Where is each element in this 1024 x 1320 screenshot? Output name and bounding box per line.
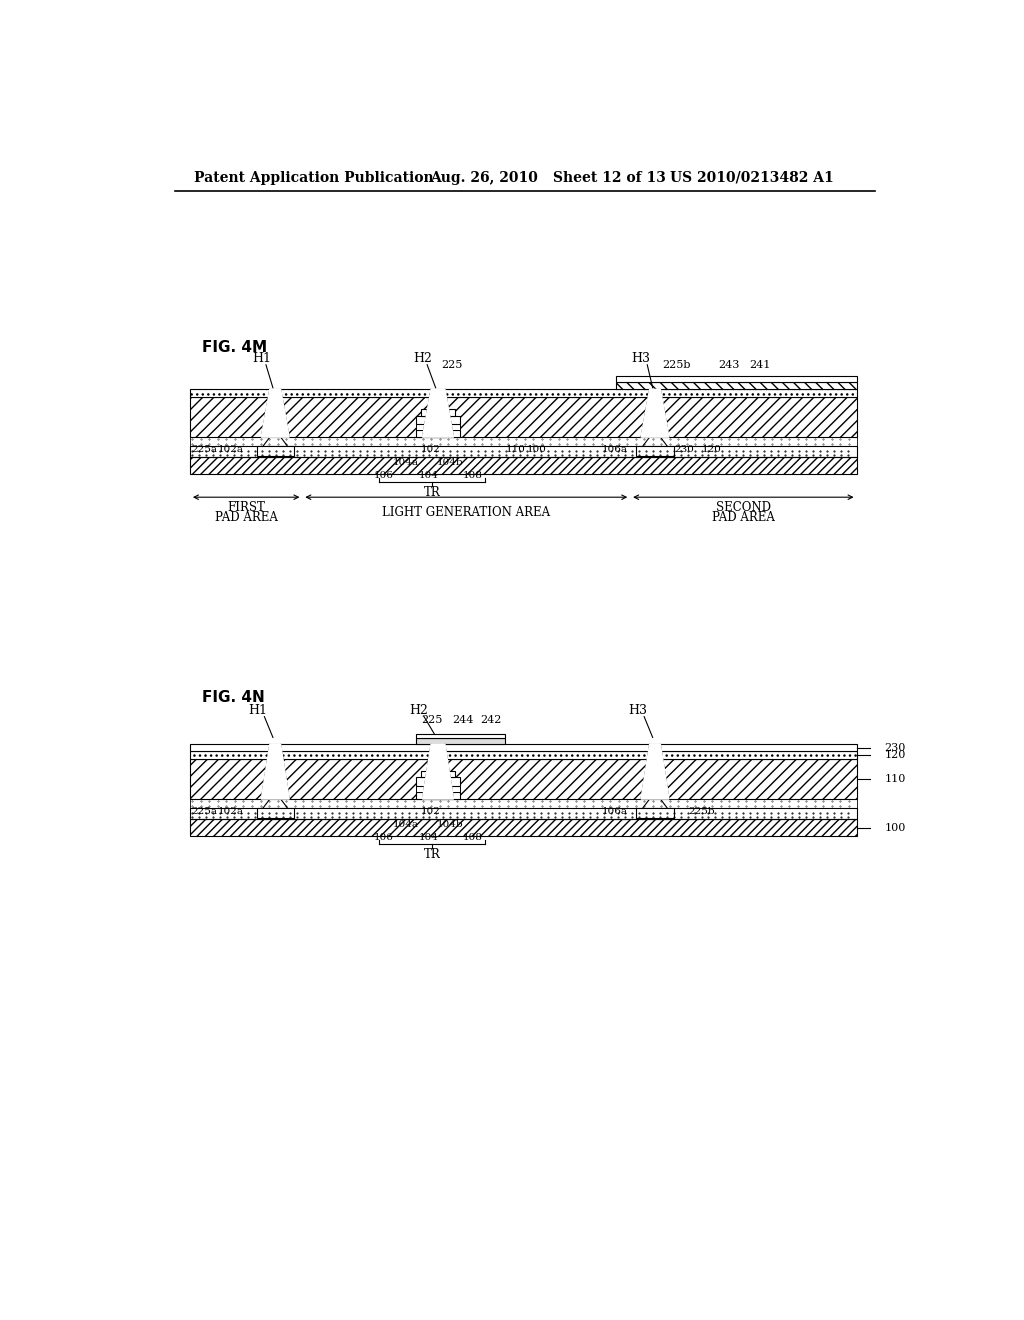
Text: TR: TR <box>424 486 440 499</box>
Text: TR: TR <box>424 847 440 861</box>
Text: H2: H2 <box>413 352 432 366</box>
Bar <box>190 397 856 437</box>
Text: Patent Application Publication: Patent Application Publication <box>194 170 433 185</box>
Bar <box>417 792 460 799</box>
Bar <box>430 792 445 799</box>
Polygon shape <box>423 389 454 437</box>
Bar <box>636 446 674 457</box>
Polygon shape <box>261 744 289 799</box>
Bar <box>417 424 460 430</box>
Text: 225a: 225a <box>190 807 217 816</box>
Bar <box>190 818 856 836</box>
Text: Sheet 12 of 13: Sheet 12 of 13 <box>553 170 666 185</box>
Bar <box>190 457 856 474</box>
Bar <box>417 777 430 785</box>
Text: 242: 242 <box>480 714 502 725</box>
Bar <box>257 446 294 457</box>
Text: FIG. 4M: FIG. 4M <box>202 339 266 355</box>
Text: FIG. 4N: FIG. 4N <box>202 690 264 705</box>
Text: 100: 100 <box>885 822 906 833</box>
Text: 104: 104 <box>419 471 438 480</box>
Text: 244: 244 <box>453 714 473 725</box>
Text: 106: 106 <box>374 471 393 480</box>
Text: LIGHT GENERATION AREA: LIGHT GENERATION AREA <box>382 506 550 519</box>
Text: 225: 225 <box>421 714 442 725</box>
Text: H2: H2 <box>410 704 428 717</box>
Bar <box>417 734 506 738</box>
Text: 104a: 104a <box>392 820 419 829</box>
Polygon shape <box>261 389 289 437</box>
Text: 106a: 106a <box>602 445 628 454</box>
Text: 104: 104 <box>419 833 438 842</box>
Bar <box>190 751 856 759</box>
Text: 102: 102 <box>420 445 440 454</box>
Bar <box>636 808 674 818</box>
Text: H1: H1 <box>252 352 270 366</box>
Bar <box>190 437 856 446</box>
Text: 106: 106 <box>374 833 393 842</box>
Bar <box>257 808 294 818</box>
Text: 100: 100 <box>527 445 547 454</box>
Bar <box>190 799 856 808</box>
Text: 104b: 104b <box>436 458 463 467</box>
Text: 110: 110 <box>506 445 525 454</box>
Bar <box>421 409 455 416</box>
Bar <box>616 376 856 381</box>
Text: US 2010/0213482 A1: US 2010/0213482 A1 <box>671 170 835 185</box>
Text: 230: 230 <box>675 445 694 454</box>
Bar <box>421 771 455 777</box>
Text: SECOND: SECOND <box>716 502 771 515</box>
Bar <box>616 381 856 389</box>
Bar <box>417 430 460 437</box>
Polygon shape <box>423 744 454 799</box>
Text: 225b: 225b <box>688 807 715 816</box>
Text: 120: 120 <box>885 750 906 760</box>
Text: PAD AREA: PAD AREA <box>215 511 278 524</box>
Polygon shape <box>641 389 669 437</box>
Bar <box>190 446 856 457</box>
Text: 106a: 106a <box>602 807 628 816</box>
Bar <box>430 430 445 437</box>
Text: 108: 108 <box>463 833 482 842</box>
Bar <box>445 416 460 424</box>
Bar <box>190 389 856 397</box>
Polygon shape <box>641 744 669 799</box>
Text: H3: H3 <box>632 352 650 366</box>
Text: Aug. 26, 2010: Aug. 26, 2010 <box>430 170 539 185</box>
Bar <box>417 738 506 744</box>
Text: 225a: 225a <box>190 445 217 454</box>
Text: 102: 102 <box>420 807 440 816</box>
Text: 225: 225 <box>441 360 463 370</box>
Text: 230: 230 <box>885 743 906 754</box>
Text: H3: H3 <box>629 704 647 717</box>
Bar <box>190 744 856 751</box>
Bar <box>190 808 856 818</box>
Text: 104b: 104b <box>436 820 463 829</box>
Text: FIRST: FIRST <box>227 502 265 515</box>
Bar <box>445 777 460 785</box>
Text: 108: 108 <box>463 471 482 480</box>
Text: 104a: 104a <box>392 458 419 467</box>
Text: H1: H1 <box>249 704 267 717</box>
Text: 120: 120 <box>701 445 722 454</box>
Bar <box>417 416 430 424</box>
Text: PAD AREA: PAD AREA <box>712 511 775 524</box>
Bar <box>417 785 460 792</box>
Text: 102a: 102a <box>217 807 244 816</box>
Text: 243: 243 <box>718 360 739 370</box>
Text: 225b: 225b <box>663 360 691 370</box>
Text: 241: 241 <box>749 360 770 370</box>
Text: 110: 110 <box>885 774 906 784</box>
Text: 102a: 102a <box>217 445 244 454</box>
Bar <box>190 759 856 799</box>
